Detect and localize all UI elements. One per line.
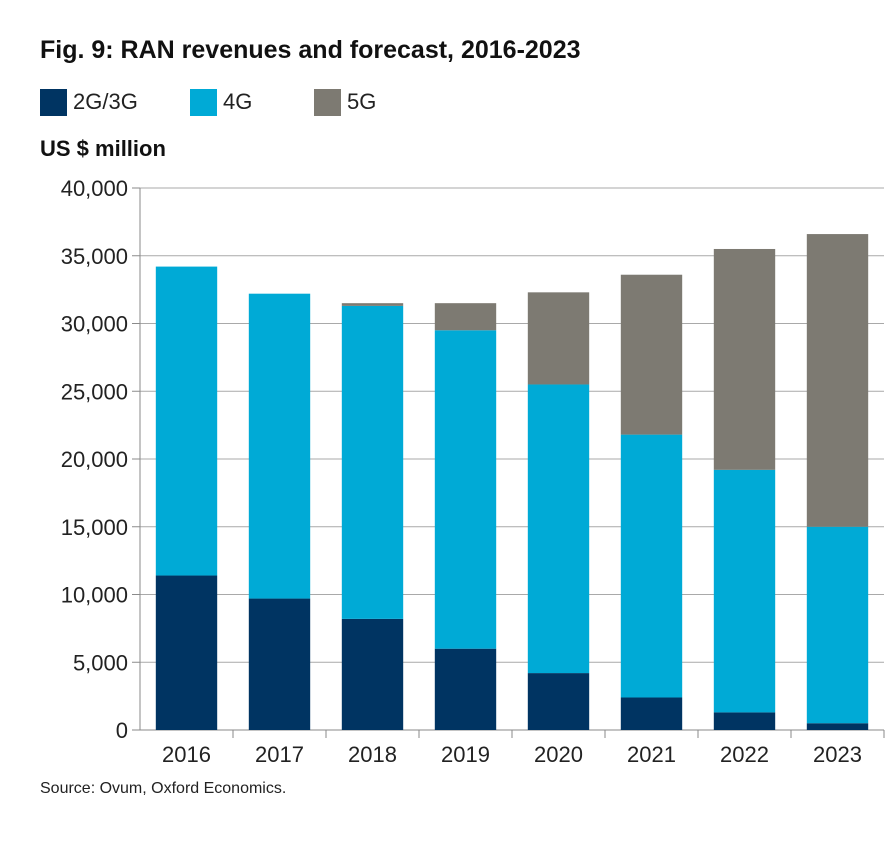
- bar-2g3g-2023: [806, 723, 869, 730]
- legend-swatch-2g3g: [40, 88, 67, 116]
- bar-2g3g-2018: [341, 618, 404, 730]
- x-tick-label: 2018: [348, 742, 397, 767]
- y-axis-label: US $ million: [40, 136, 166, 161]
- bar-5g-2020: [527, 292, 590, 385]
- bar-5g-2019: [434, 303, 497, 331]
- legend-label-2g3g: 2G/3G: [73, 89, 138, 114]
- bar-4g-2017: [248, 293, 311, 599]
- bar-4g-2023: [806, 526, 869, 724]
- legend: 2G/3G 4G 5G: [40, 88, 460, 116]
- legend-item-5g: 5G: [314, 88, 376, 116]
- y-tick-label: 35,000: [61, 244, 128, 269]
- bar-5g-2022: [713, 248, 776, 470]
- legend-item-4g: 4G: [190, 88, 252, 116]
- y-tick-label: 15,000: [61, 515, 128, 540]
- bar-4g-2019: [434, 330, 497, 649]
- y-tick-label: 40,000: [61, 176, 128, 201]
- source-note: Source: Ovum, Oxford Economics.: [40, 780, 287, 797]
- legend-item-2g3g: 2G/3G: [40, 88, 138, 116]
- bar-4g-2016: [155, 266, 218, 576]
- y-tick-label: 0: [116, 718, 128, 743]
- bar-5g-2023: [806, 234, 869, 527]
- legend-swatch-4g: [190, 88, 217, 116]
- x-tick-label: 2017: [255, 742, 304, 767]
- legend-label-4g: 4G: [223, 89, 253, 114]
- x-tick-label: 2022: [720, 742, 769, 767]
- y-tick-label: 30,000: [61, 312, 128, 337]
- x-tick-label: 2016: [162, 742, 211, 767]
- legend-swatch-5g: [314, 88, 341, 116]
- bar-5g-2021: [620, 274, 683, 435]
- legend-label-5g: 5G: [347, 89, 377, 114]
- bar-2g3g-2017: [248, 598, 311, 730]
- bar-4g-2021: [620, 434, 683, 698]
- x-tick-label: 2020: [534, 742, 583, 767]
- bar-4g-2020: [527, 384, 590, 674]
- y-tick-label: 10,000: [61, 583, 128, 608]
- bar-2g3g-2021: [620, 697, 683, 730]
- x-tick-label: 2023: [813, 742, 862, 767]
- bar-2g3g-2019: [434, 648, 497, 730]
- bar-2g3g-2016: [155, 575, 218, 730]
- x-tick-label: 2021: [627, 742, 676, 767]
- y-tick-label: 20,000: [61, 447, 128, 472]
- bar-4g-2022: [713, 469, 776, 713]
- chart-title: Fig. 9: RAN revenues and forecast, 2016-…: [40, 36, 581, 64]
- y-tick-label: 5,000: [73, 650, 128, 675]
- bar-5g-2018: [341, 303, 404, 306]
- bar-2g3g-2020: [527, 673, 590, 730]
- bar-2g3g-2022: [713, 712, 776, 730]
- x-tick-label: 2019: [441, 742, 490, 767]
- y-tick-label: 25,000: [61, 379, 128, 404]
- bar-4g-2018: [341, 305, 404, 619]
